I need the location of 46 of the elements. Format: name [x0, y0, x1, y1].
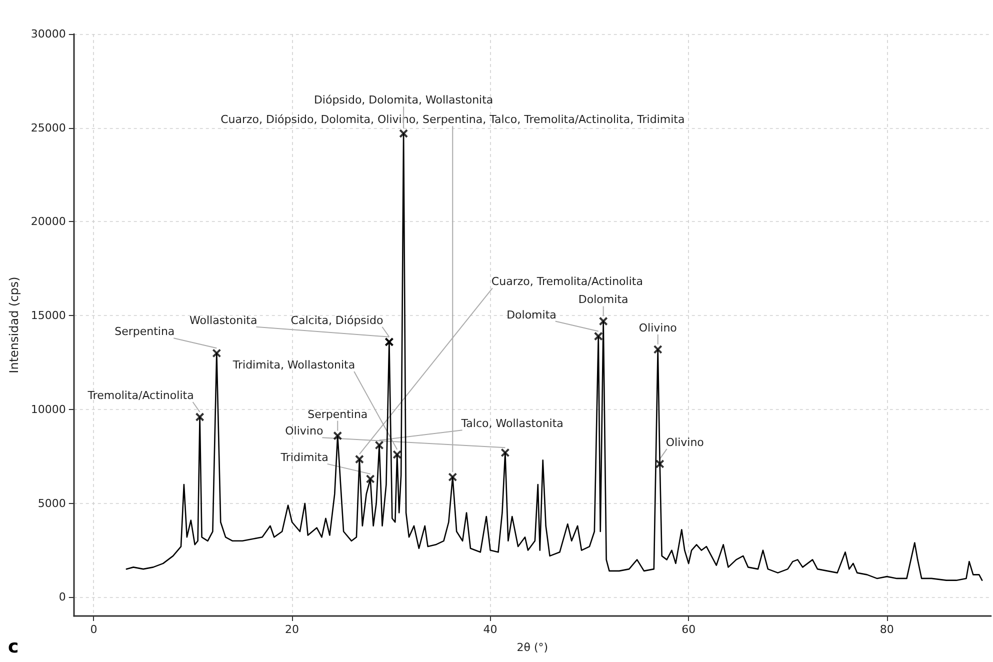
- annotation: Dolomita: [506, 308, 556, 322]
- point: [399, 129, 408, 138]
- point: [212, 348, 222, 358]
- y-tick-label: 5000: [38, 496, 66, 510]
- x-tick-label: 0: [90, 623, 98, 636]
- annotation: Olivino: [666, 436, 704, 449]
- annotation: Dolomita: [578, 293, 628, 306]
- annotation: Tridimita: [280, 450, 328, 464]
- point: [354, 454, 364, 464]
- annotation: Calcita, Diópsido: [290, 314, 384, 327]
- point: [333, 431, 342, 440]
- annotation: Serpentina: [308, 408, 368, 421]
- point: [366, 474, 375, 484]
- point: [598, 316, 608, 326]
- y-tick-label: 25000: [30, 121, 66, 134]
- annotation: Diópsido, Dolomita, Wollastonita: [314, 94, 494, 107]
- y-tick-label: 20000: [30, 215, 66, 228]
- y-tick-label: 10000: [30, 402, 66, 416]
- point: [384, 337, 394, 346]
- annotation: Wollastonita: [190, 314, 258, 327]
- annotation: Cuarzo, Diópsido, Dolomita, Olivino, Serpentina, Talco, Tremolita/Actinolita, Tridimita: [220, 113, 685, 126]
- point: [392, 450, 402, 460]
- text: c: [8, 636, 19, 658]
- point: [195, 412, 204, 422]
- annotation: Cuarzo, Tremolita/Actinolita: [491, 275, 643, 288]
- annotation: Tridimita, Wollastonita: [232, 358, 356, 372]
- annotation: Olivino: [285, 424, 324, 438]
- x-axis-title: 2θ (°): [516, 641, 548, 654]
- annotation: Talco, Wollastonita: [460, 417, 564, 430]
- point: [448, 472, 458, 482]
- annotation: Tremolita/Actinolita: [86, 388, 194, 402]
- y-tick-label: 15000: [30, 309, 66, 322]
- x-tick-label: 60: [682, 623, 696, 636]
- x-tick-label: 80: [880, 623, 894, 636]
- y-axis-title: Intensidad (cps): [7, 276, 21, 374]
- point: [374, 440, 384, 450]
- annotation: Olivino: [638, 321, 678, 334]
- point: [594, 332, 603, 341]
- y-tick-label: 30000: [30, 28, 66, 40]
- annotation: Serpentina: [114, 325, 175, 338]
- x-tick-label: 40: [483, 623, 498, 636]
- y-tick-label: 0: [58, 590, 66, 604]
- point: [500, 448, 510, 458]
- point: [653, 344, 662, 354]
- point: [655, 459, 664, 468]
- x-tick-label: 20: [285, 623, 300, 636]
